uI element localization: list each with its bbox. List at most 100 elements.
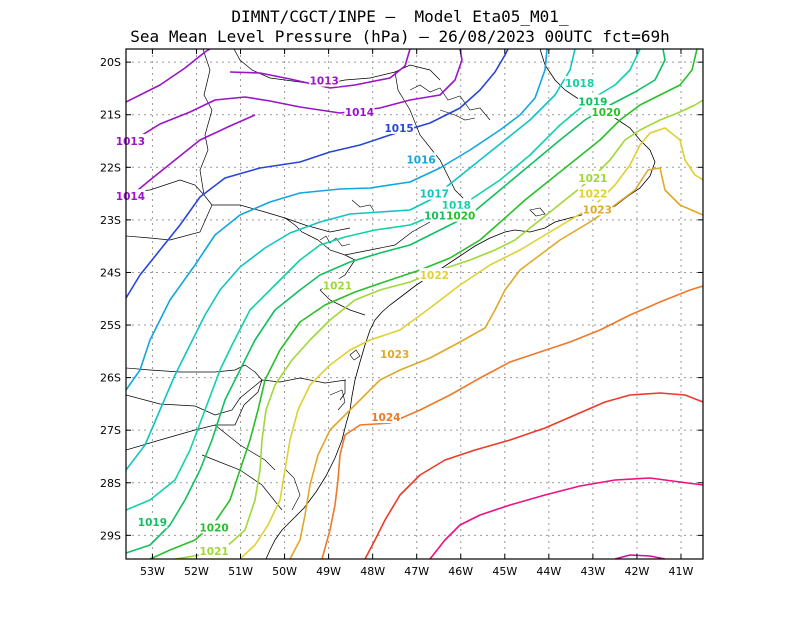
lat-tick-label: 28S bbox=[100, 477, 121, 490]
isobar-label-bg bbox=[441, 198, 472, 212]
isobar-1017 bbox=[126, 49, 576, 471]
chart-title-line2: Sea Mean Level Pressure (hPa) – 26/08/20… bbox=[130, 27, 670, 46]
lon-tick-label: 53W bbox=[140, 565, 165, 578]
lon-tick-label: 43W bbox=[580, 565, 605, 578]
isobar-label-bg bbox=[445, 208, 476, 222]
isobar-1027 bbox=[614, 554, 666, 559]
river-lake bbox=[439, 109, 476, 121]
lon-tick-label: 48W bbox=[360, 565, 385, 578]
isobar-label-1023: 1023 bbox=[583, 204, 612, 216]
lat-tick-label: 24S bbox=[100, 266, 121, 279]
lat-tick-label: 25S bbox=[100, 319, 121, 332]
isobar-label-bg bbox=[309, 73, 340, 87]
isobar-1024 bbox=[321, 285, 703, 559]
isobar-label-bg bbox=[115, 189, 146, 203]
isobar-1016 bbox=[126, 49, 548, 391]
isobar-label-1022: 1022 bbox=[420, 270, 449, 282]
lon-tick-label: 51W bbox=[228, 565, 253, 578]
isobar-1013 bbox=[126, 49, 211, 103]
river-lake bbox=[351, 199, 375, 212]
state-border bbox=[319, 289, 366, 316]
isobar-1022 bbox=[239, 127, 703, 559]
isobar-label-1021: 1021 bbox=[578, 173, 607, 185]
lon-tick-label: 44W bbox=[536, 565, 561, 578]
bay bbox=[285, 469, 301, 511]
isobar-label-1018: 1018 bbox=[565, 78, 594, 90]
isobar-label-bg bbox=[591, 105, 622, 119]
state-border bbox=[215, 379, 263, 426]
island bbox=[529, 207, 546, 217]
isobar-label-1016: 1016 bbox=[406, 154, 435, 166]
state-border bbox=[394, 71, 471, 206]
isobar-label-1013: 1013 bbox=[310, 76, 339, 88]
lon-tick-label: 42W bbox=[624, 565, 649, 578]
lon-tick-label: 50W bbox=[272, 565, 297, 578]
isobar-label-bg bbox=[115, 134, 146, 148]
river-lake bbox=[409, 84, 491, 121]
isobar-label-bg bbox=[406, 152, 437, 166]
island bbox=[349, 349, 361, 361]
isobar-1014 bbox=[126, 49, 463, 146]
geography-layer bbox=[126, 49, 656, 559]
isobar-label-bg bbox=[577, 170, 608, 184]
isobar-label-bg bbox=[322, 278, 353, 292]
isobar-label-bg bbox=[577, 94, 608, 108]
lon-tick-label: 41W bbox=[669, 565, 694, 578]
lat-tick-label: 20S bbox=[100, 56, 121, 69]
isobar-label-bg bbox=[384, 120, 415, 134]
state-border bbox=[126, 364, 263, 381]
isobar-1021 bbox=[174, 99, 703, 559]
state-border bbox=[339, 380, 346, 401]
isobar-label-1014: 1014 bbox=[345, 107, 374, 119]
state-border bbox=[126, 204, 213, 241]
isobar-label-1024: 1024 bbox=[371, 412, 400, 424]
isobar-1026 bbox=[429, 477, 703, 559]
isobar-label-1015: 1015 bbox=[384, 123, 413, 135]
isobar-label-1020: 1020 bbox=[591, 107, 620, 119]
state-border bbox=[317, 221, 431, 256]
isobar-label-1020: 1020 bbox=[446, 211, 475, 223]
isobar-1023 bbox=[289, 167, 703, 559]
isobar-label-1020: 1020 bbox=[199, 522, 228, 534]
state-border bbox=[284, 217, 351, 233]
isobar-label-1021: 1021 bbox=[323, 281, 352, 293]
axis-ticks: 20S 21S 22S 23S 24S 25S 26S 27S 28S 29S 53W 52W 51W 5… bbox=[100, 49, 703, 578]
isobar-layer bbox=[126, 49, 703, 559]
isobar-label-bg bbox=[419, 268, 450, 282]
coastline bbox=[265, 49, 656, 559]
isobar-label-bg bbox=[344, 105, 375, 119]
isobar-label-1014: 1014 bbox=[116, 191, 145, 203]
isobar-label-1023: 1023 bbox=[380, 349, 409, 361]
lat-tick-label: 23S bbox=[100, 214, 121, 227]
lat-tick-label: 21S bbox=[100, 109, 121, 122]
isobar-1013 bbox=[229, 49, 411, 89]
isobar-label-bg bbox=[577, 186, 608, 200]
isobar-label-1019: 1019 bbox=[138, 517, 167, 529]
lon-tick-label: 45W bbox=[492, 565, 517, 578]
lon-tick-label: 46W bbox=[448, 565, 473, 578]
isobar-label-bg bbox=[564, 76, 595, 90]
isobar-1015 bbox=[126, 49, 509, 299]
lon-tick-label: 49W bbox=[316, 565, 341, 578]
lat-lon-grid bbox=[126, 49, 703, 559]
isobar-1025 bbox=[364, 392, 703, 559]
lat-tick-label: 27S bbox=[100, 424, 121, 437]
isobar-1018 bbox=[126, 49, 641, 511]
isobar-label-bg bbox=[199, 520, 230, 534]
chart-title-line1: DIMNT/CGCT/INPE – Model Eta05_M01_ bbox=[231, 7, 569, 26]
isobar-label-bg bbox=[582, 202, 613, 216]
lon-tick-label: 52W bbox=[184, 565, 209, 578]
isobar-label-bg bbox=[199, 544, 230, 558]
isobar-label-1022: 1022 bbox=[578, 189, 607, 201]
state-border bbox=[126, 377, 347, 416]
bay bbox=[329, 389, 346, 411]
isobar-1020 bbox=[149, 49, 698, 559]
isobar-label-bg bbox=[419, 186, 450, 200]
isobar-labels: 1013101310141014101510161017101810181019… bbox=[115, 73, 622, 558]
lat-tick-label: 26S bbox=[100, 372, 121, 385]
isobar-label-bg bbox=[370, 410, 401, 424]
isobar-label-1017: 1017 bbox=[420, 189, 449, 201]
lat-tick-label: 22S bbox=[100, 161, 121, 174]
isobar-label-1021: 1021 bbox=[199, 546, 228, 558]
